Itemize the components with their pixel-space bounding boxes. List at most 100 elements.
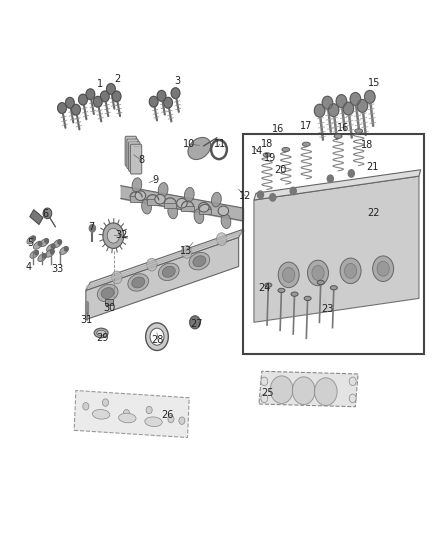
Ellipse shape <box>94 328 108 338</box>
Text: 23: 23 <box>321 304 333 314</box>
Ellipse shape <box>159 263 179 280</box>
Ellipse shape <box>304 296 311 301</box>
Ellipse shape <box>38 253 46 262</box>
Ellipse shape <box>135 191 146 200</box>
Text: 17: 17 <box>300 120 312 131</box>
Ellipse shape <box>177 198 187 208</box>
Bar <box>199 209 211 214</box>
Circle shape <box>307 260 328 286</box>
Ellipse shape <box>97 284 118 302</box>
Circle shape <box>171 88 180 99</box>
Circle shape <box>348 169 354 177</box>
Text: 14: 14 <box>251 146 264 156</box>
Polygon shape <box>86 237 239 320</box>
Circle shape <box>322 96 333 109</box>
Circle shape <box>327 175 333 182</box>
Text: 18: 18 <box>361 140 374 150</box>
Ellipse shape <box>194 209 204 223</box>
Ellipse shape <box>141 199 152 214</box>
Circle shape <box>107 228 120 243</box>
Ellipse shape <box>168 204 178 219</box>
Circle shape <box>377 261 389 276</box>
Circle shape <box>157 91 166 101</box>
Circle shape <box>149 96 158 107</box>
Bar <box>30 209 43 224</box>
Text: 24: 24 <box>259 283 271 293</box>
Text: 3: 3 <box>174 77 180 86</box>
Polygon shape <box>259 372 358 407</box>
Circle shape <box>340 258 361 284</box>
Circle shape <box>258 191 264 198</box>
Circle shape <box>38 241 42 246</box>
Ellipse shape <box>145 417 162 426</box>
Circle shape <box>270 193 276 201</box>
Ellipse shape <box>40 239 49 247</box>
FancyBboxPatch shape <box>127 139 138 168</box>
Circle shape <box>349 377 356 385</box>
Ellipse shape <box>212 192 221 207</box>
Circle shape <box>89 224 95 232</box>
Circle shape <box>164 98 173 108</box>
Text: 27: 27 <box>190 319 202 329</box>
Ellipse shape <box>101 288 114 298</box>
Circle shape <box>216 233 227 246</box>
Ellipse shape <box>158 183 168 197</box>
Ellipse shape <box>33 241 42 249</box>
Ellipse shape <box>263 153 271 157</box>
Circle shape <box>314 378 337 406</box>
Ellipse shape <box>189 253 210 270</box>
Text: 1: 1 <box>97 79 103 89</box>
Ellipse shape <box>317 280 324 285</box>
Circle shape <box>292 377 315 405</box>
Circle shape <box>100 91 109 102</box>
FancyBboxPatch shape <box>129 142 140 171</box>
Ellipse shape <box>265 283 272 287</box>
Circle shape <box>312 265 324 280</box>
Ellipse shape <box>282 148 290 152</box>
Text: 6: 6 <box>42 209 49 220</box>
Circle shape <box>261 377 268 385</box>
Text: 10: 10 <box>183 139 195 149</box>
Circle shape <box>50 249 54 254</box>
Circle shape <box>58 103 67 114</box>
Ellipse shape <box>184 188 194 202</box>
Text: 22: 22 <box>368 208 380 219</box>
FancyBboxPatch shape <box>131 144 142 174</box>
Circle shape <box>357 100 367 112</box>
Bar <box>243 134 424 354</box>
Circle shape <box>78 94 87 105</box>
Polygon shape <box>74 391 189 438</box>
Text: 28: 28 <box>152 335 164 345</box>
Text: 7: 7 <box>88 222 95 232</box>
Ellipse shape <box>198 203 209 212</box>
Circle shape <box>278 262 299 288</box>
Text: 11: 11 <box>214 139 226 149</box>
Circle shape <box>283 268 295 282</box>
Text: 26: 26 <box>161 410 174 421</box>
Circle shape <box>343 102 353 115</box>
Ellipse shape <box>132 178 142 192</box>
Text: 8: 8 <box>138 155 145 165</box>
Ellipse shape <box>218 206 229 215</box>
Ellipse shape <box>30 251 39 259</box>
Ellipse shape <box>46 249 54 257</box>
Ellipse shape <box>46 244 55 252</box>
Circle shape <box>83 402 89 410</box>
Circle shape <box>103 223 124 248</box>
Circle shape <box>150 328 164 345</box>
Text: 21: 21 <box>367 161 379 172</box>
Ellipse shape <box>302 142 310 147</box>
Circle shape <box>42 254 46 258</box>
Text: 25: 25 <box>261 388 273 398</box>
Circle shape <box>146 406 152 414</box>
Text: 19: 19 <box>264 152 276 163</box>
FancyBboxPatch shape <box>125 136 137 166</box>
Bar <box>147 199 159 205</box>
Circle shape <box>112 91 121 102</box>
Circle shape <box>350 93 360 106</box>
Text: 33: 33 <box>51 264 64 274</box>
Text: 4: 4 <box>25 262 31 271</box>
Ellipse shape <box>355 129 363 133</box>
Bar <box>181 206 194 211</box>
Text: 18: 18 <box>261 139 273 149</box>
